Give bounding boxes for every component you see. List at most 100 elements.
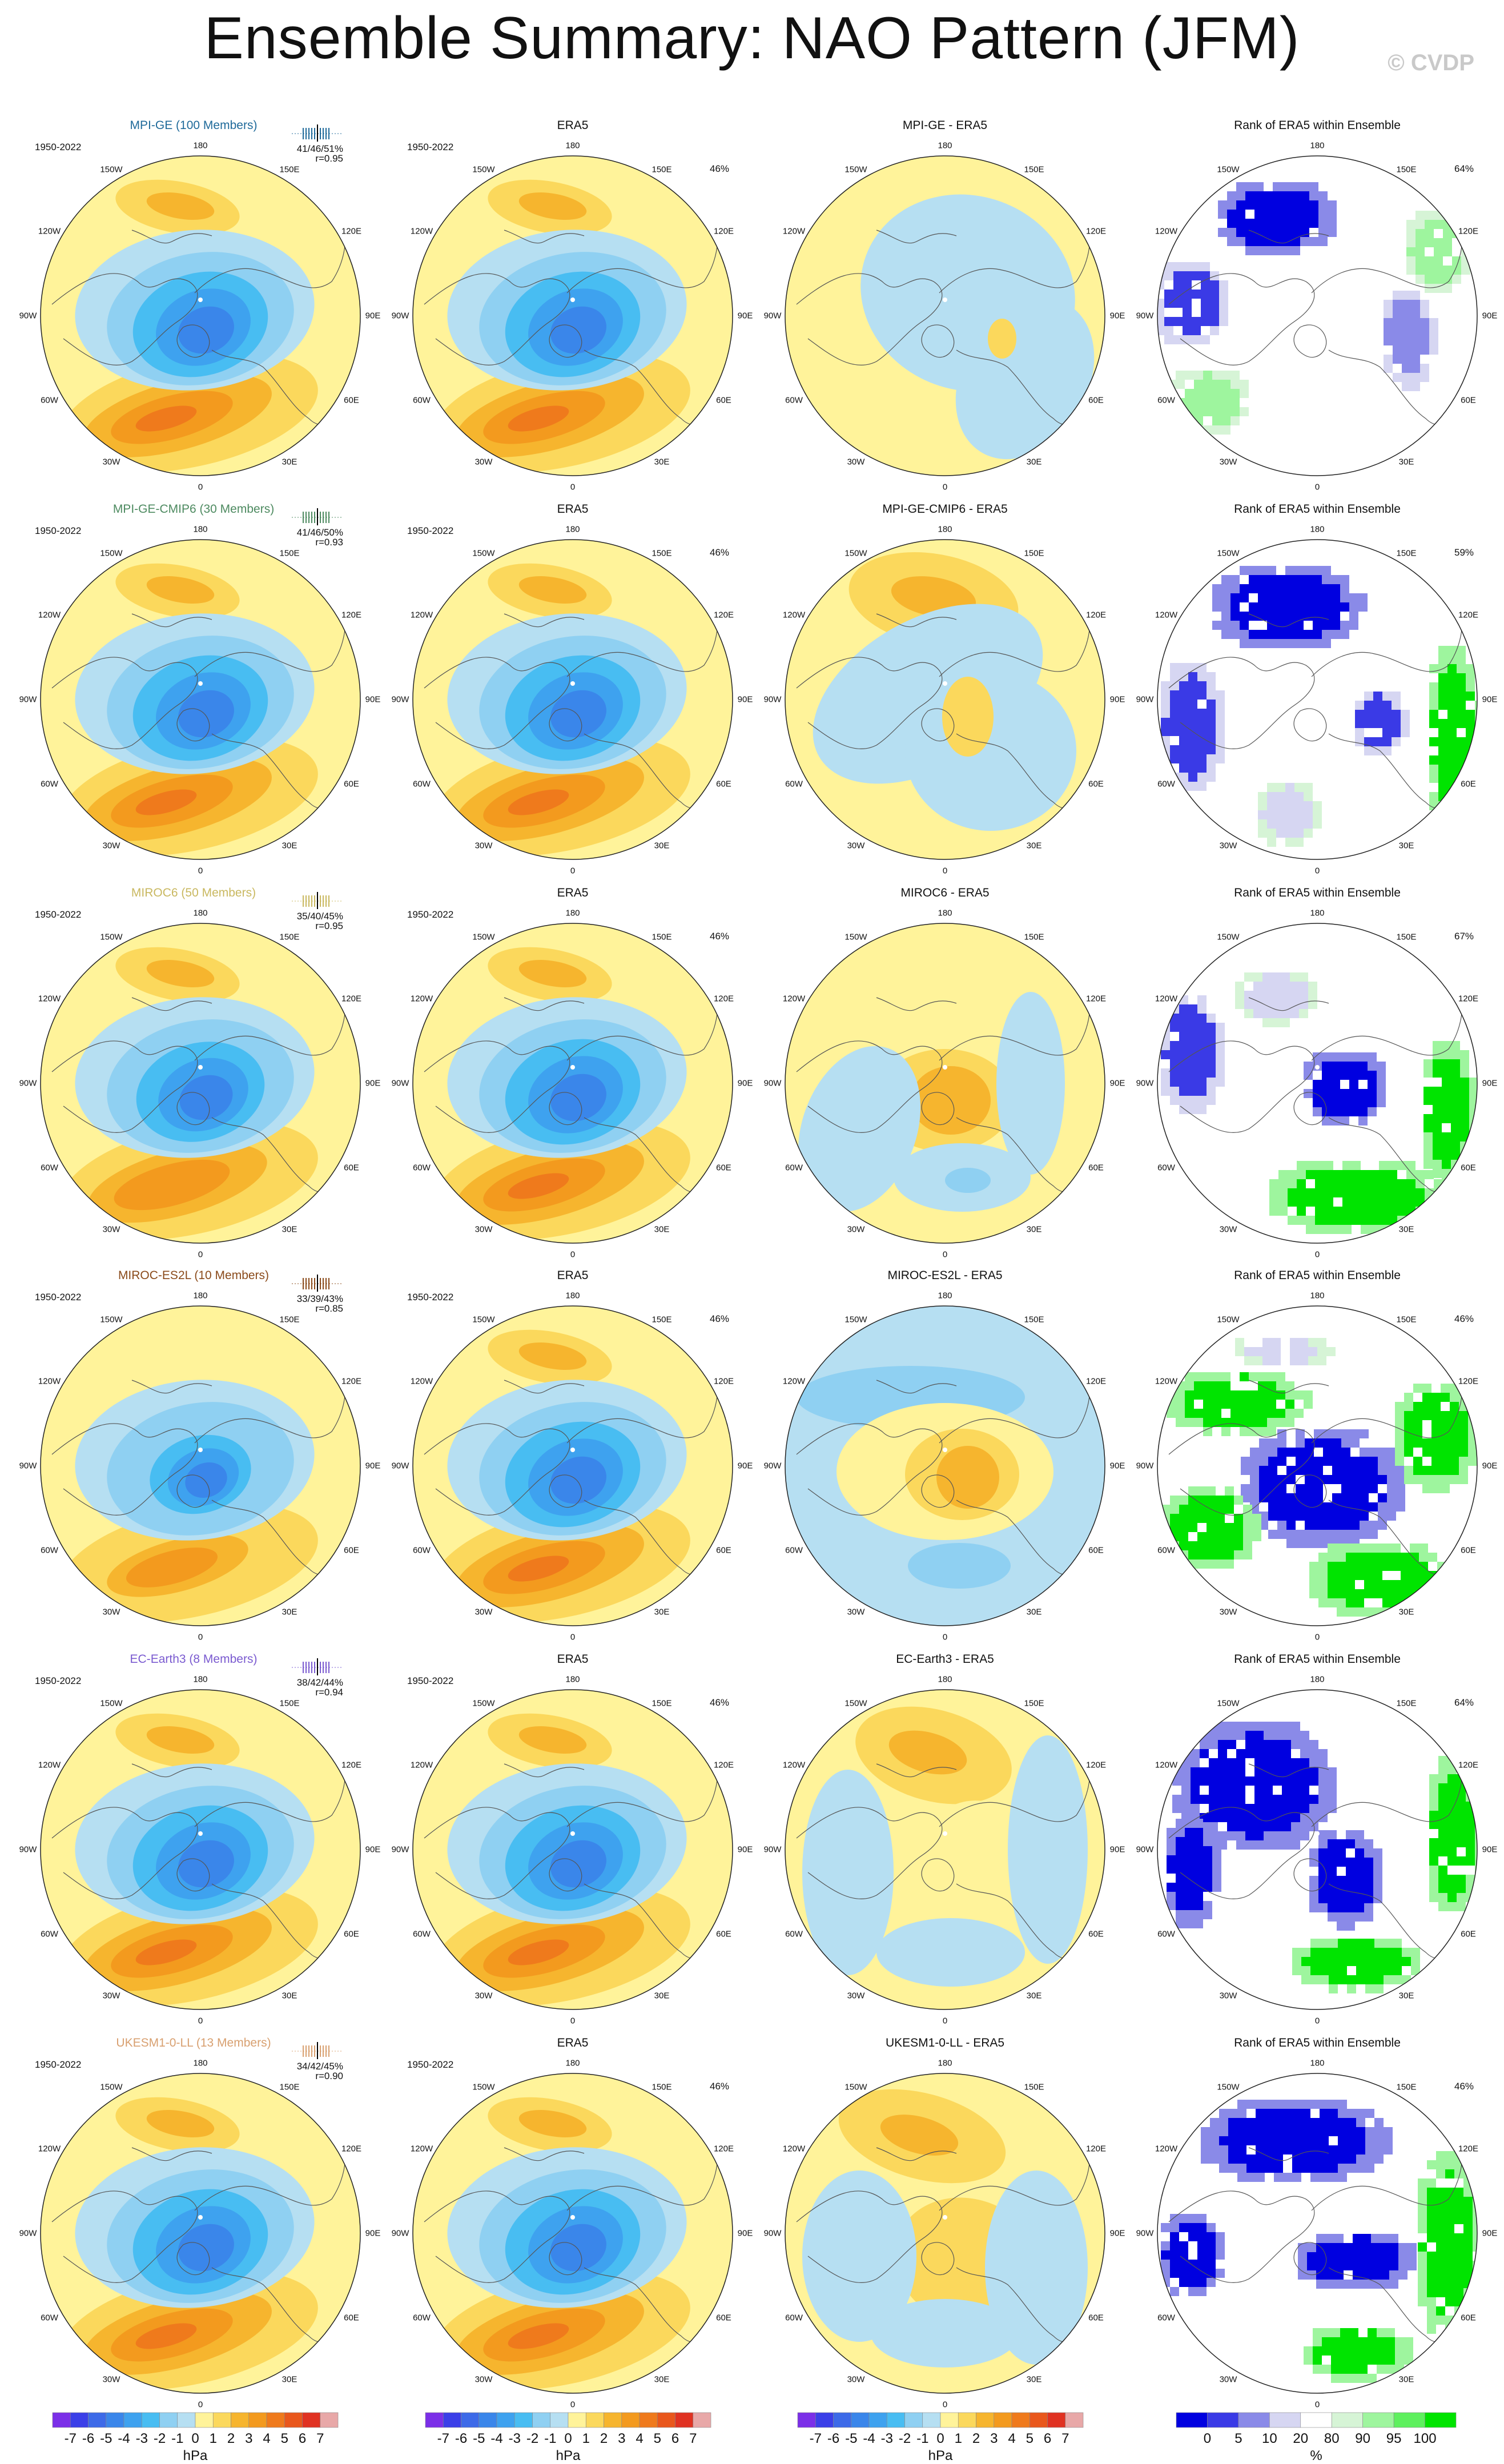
longitude-label: 150W: [845, 1698, 867, 1709]
explained-variance-pct: 46%: [1454, 1313, 1474, 1324]
colorbar-tick-label: 10: [1261, 2431, 1277, 2446]
polar-map: [412, 2073, 733, 2394]
longitude-label: 60W: [785, 2313, 803, 2323]
colorbar-swatch: [1393, 2412, 1425, 2428]
longitude-label: 120W: [38, 610, 61, 620]
panel-title: MIROC-ES2L - ERA5: [887, 1269, 1003, 1282]
longitude-label: 60E: [1088, 395, 1104, 405]
polar-map: [1157, 2073, 1478, 2394]
period-label: 1950-2022: [407, 1675, 454, 1686]
colorbar-tick-label: 5: [280, 2431, 288, 2446]
longitude-label: 0: [570, 2016, 576, 2026]
longitude-label: 150E: [652, 1698, 672, 1709]
period-label: 1950-2022: [35, 2059, 82, 2070]
longitude-label: 60W: [1157, 1163, 1175, 1173]
longitude-label: 180: [938, 908, 952, 918]
colorbar-tick-label: 100: [1413, 2431, 1437, 2446]
longitude-label: 90E: [365, 1844, 381, 1855]
colorbar-tick-label: -5: [100, 2431, 112, 2446]
longitude-label: 60W: [785, 1545, 803, 1555]
rank-panel: Rank of ERA5 within Ensemble 59% 180 0 90W 90…: [1136, 503, 1498, 876]
panel-title: Rank of ERA5 within Ensemble: [1234, 886, 1401, 899]
panel-title: ERA5: [557, 1269, 589, 1282]
longitude-label: 90E: [365, 2228, 381, 2238]
longitude-label: 0: [198, 1249, 203, 1260]
longitude-label: 30E: [282, 841, 297, 851]
colorbar-unit: %: [1310, 2448, 1322, 2463]
longitude-label: 30W: [847, 1607, 865, 1617]
longitude-label: 180: [1310, 1674, 1325, 1685]
colorbar-tick-label: -6: [455, 2431, 468, 2446]
colorbar-tick-label: 80: [1324, 2431, 1340, 2446]
longitude-label: 90E: [1482, 1078, 1498, 1088]
colorbar-swatch: [958, 2412, 976, 2428]
longitude-label: 150E: [1024, 932, 1044, 942]
longitude-label: 180: [565, 2058, 580, 2068]
longitude-label: 120E: [713, 2144, 734, 2154]
longitude-label: 0: [1314, 1249, 1320, 1260]
difference-panel: UKESM1-0-LL - ERA5 180 0 90W 90E 150W 150E 120W…: [764, 2036, 1125, 2410]
stats-percentiles: 41/46/51%: [296, 143, 343, 154]
colorbar-tick-label: -4: [490, 2431, 503, 2446]
longitude-label: 0: [198, 2399, 203, 2410]
longitude-label: 120W: [1155, 1760, 1178, 1770]
longitude-label: 0: [198, 482, 203, 492]
longitude-label: 150E: [1396, 164, 1417, 175]
longitude-label: 0: [942, 1249, 948, 1260]
colorbar-swatch: [1300, 2412, 1332, 2428]
longitude-label: 0: [942, 2016, 948, 2026]
longitude-label: 150W: [472, 548, 495, 558]
panel-title: ERA5: [557, 1653, 589, 1666]
longitude-label: 30E: [282, 1224, 297, 1235]
longitude-label: 60E: [344, 395, 359, 405]
period-label: 1950-2022: [407, 1292, 454, 1303]
longitude-label: 180: [1310, 140, 1325, 151]
longitude-label: 60W: [1157, 395, 1175, 405]
difference-panel: MPI-GE-CMIP6 - ERA5 180 0 90W 90E 150W 150E 120…: [764, 503, 1125, 876]
longitude-label: 180: [565, 1674, 580, 1685]
longitude-label: 90E: [737, 311, 753, 321]
longitude-label: 150W: [472, 932, 495, 942]
longitude-label: 30E: [654, 841, 670, 851]
longitude-label: 90W: [1136, 311, 1154, 321]
period-label: 1950-2022: [407, 2059, 454, 2070]
colorbar-tick-label: 4: [263, 2431, 271, 2446]
stats-correlation: r=0.95: [315, 921, 343, 931]
longitude-label: 30W: [847, 2374, 865, 2385]
longitude-label: 90E: [1109, 311, 1125, 321]
colorbar-swatch: [994, 2412, 1012, 2428]
longitude-label: 60E: [1088, 779, 1104, 789]
colorbar-tick-label: 2: [972, 2431, 980, 2446]
longitude-label: 30W: [474, 1991, 493, 2001]
period-label: 1950-2022: [35, 909, 82, 920]
colorbar-swatch: [815, 2412, 834, 2428]
longitude-label: 0: [570, 1632, 576, 1642]
longitude-label: 0: [198, 866, 203, 876]
colorbar-swatch: [675, 2412, 694, 2428]
colorbar-tick-label: -2: [526, 2431, 539, 2446]
longitude-label: 150E: [279, 2082, 300, 2092]
longitude-label: 60W: [785, 779, 803, 789]
longitude-label: 150W: [845, 1315, 867, 1325]
longitude-label: 120E: [1085, 1376, 1106, 1386]
stats-percentiles: 33/39/43%: [296, 1293, 343, 1304]
colorbar-tick-label: 1: [954, 2431, 962, 2446]
period-label: 1950-2022: [407, 909, 454, 920]
longitude-label: 30W: [102, 1991, 120, 2001]
polar-map: [40, 2073, 361, 2394]
longitude-label: 60E: [1461, 395, 1476, 405]
longitude-label: 120E: [341, 1376, 361, 1386]
colorbar-swatch: [621, 2412, 640, 2428]
longitude-label: 150W: [845, 932, 867, 942]
panel-title: ERA5: [557, 886, 589, 899]
colorbar-tick-label: -5: [473, 2431, 485, 2446]
longitude-label: 30W: [847, 1991, 865, 2001]
ensemble-spread-icon: [292, 1658, 343, 1675]
colorbar-tick-label: 7: [689, 2431, 697, 2446]
longitude-label: 150W: [1217, 2082, 1240, 2092]
longitude-label: 180: [1310, 908, 1325, 918]
longitude-label: 150E: [652, 164, 672, 175]
longitude-label: 120W: [38, 994, 61, 1004]
longitude-label: 60W: [413, 1163, 431, 1173]
longitude-label: 180: [193, 908, 208, 918]
